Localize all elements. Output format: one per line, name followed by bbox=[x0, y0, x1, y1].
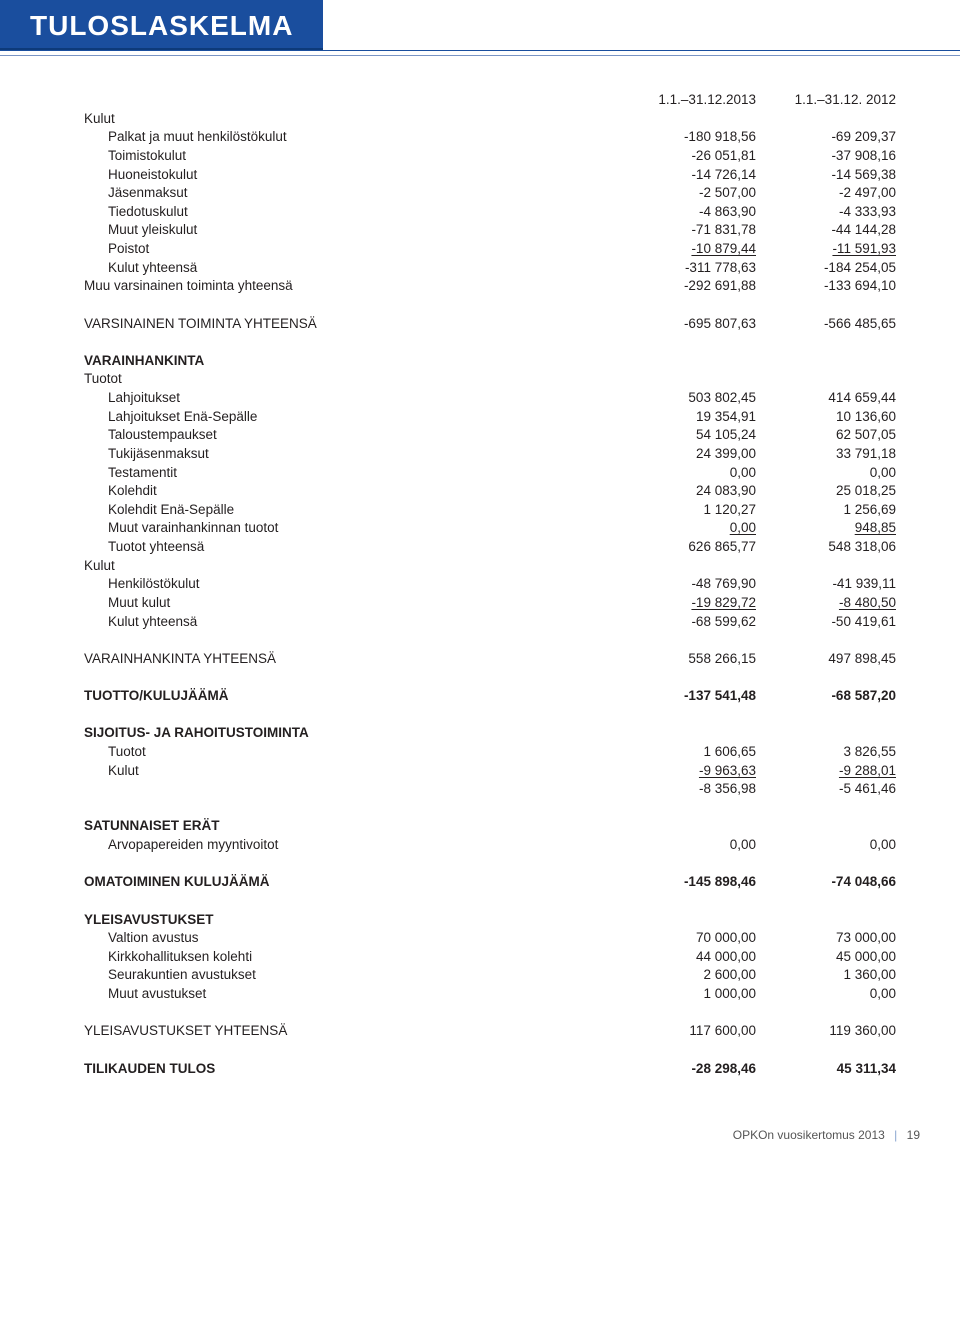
table-row: Tuotot bbox=[80, 370, 900, 389]
table-row: VARAINHANKINTA bbox=[80, 352, 900, 371]
table-row: Tiedotuskulut-4 863,90-4 333,93 bbox=[80, 203, 900, 222]
table-row: YLEISAVUSTUKSET bbox=[80, 911, 900, 930]
income-statement-table: 1.1.–31.12.2013 1.1.–31.12. 2012 Kulut P… bbox=[80, 91, 900, 1078]
table-row: Kulut bbox=[80, 110, 900, 129]
table-row: Lahjoitukset Enä-Sepälle19 354,9110 136,… bbox=[80, 408, 900, 427]
table-row: Tuotot yhteensä626 865,77548 318,06 bbox=[80, 538, 900, 557]
table-row: Muut varainhankinnan tuotot0,00948,85 bbox=[80, 519, 900, 538]
table-row: -8 356,98-5 461,46 bbox=[80, 780, 900, 799]
col-header-2: 1.1.–31.12. 2012 bbox=[760, 91, 900, 110]
page-title: TULOSLASKELMA bbox=[0, 0, 323, 50]
table-row: YLEISAVUSTUKSET YHTEENSÄ117 600,00119 36… bbox=[80, 1022, 900, 1041]
col-header-1: 1.1.–31.12.2013 bbox=[620, 91, 760, 110]
table-row: Jäsenmaksut-2 507,00-2 497,00 bbox=[80, 184, 900, 203]
table-row: Kulut yhteensä-68 599,62-50 419,61 bbox=[80, 613, 900, 632]
table-row: Palkat ja muut henkilöstökulut-180 918,5… bbox=[80, 128, 900, 147]
table-row: TUOTTO/KULUJÄÄMÄ-137 541,48-68 587,20 bbox=[80, 687, 900, 706]
table-row: Valtion avustus70 000,0073 000,00 bbox=[80, 929, 900, 948]
table-row: VARSINAINEN TOIMINTA YHTEENSÄ-695 807,63… bbox=[80, 315, 900, 334]
table-row: OMATOIMINEN KULUJÄÄMÄ-145 898,46-74 048,… bbox=[80, 873, 900, 892]
table-row: Kolehdit24 083,9025 018,25 bbox=[80, 482, 900, 501]
table-row: Kirkkohallituksen kolehti44 000,0045 000… bbox=[80, 948, 900, 967]
column-header-row: 1.1.–31.12.2013 1.1.–31.12. 2012 bbox=[80, 91, 900, 110]
table-row: Kulut-9 963,63-9 288,01 bbox=[80, 762, 900, 781]
table-row: SATUNNAISET ERÄT bbox=[80, 817, 900, 836]
table-row: Testamentit0,000,00 bbox=[80, 464, 900, 483]
table-row: Muu varsinainen toiminta yhteensä-292 69… bbox=[80, 277, 900, 296]
table-row: Lahjoitukset503 802,45414 659,44 bbox=[80, 389, 900, 408]
header-wrap: TULOSLASKELMA bbox=[0, 0, 960, 51]
table-row: SIJOITUS- JA RAHOITUSTOIMINTA bbox=[80, 724, 900, 743]
table-row: Henkilöstökulut-48 769,90-41 939,11 bbox=[80, 575, 900, 594]
table-row: Muut avustukset1 000,000,00 bbox=[80, 985, 900, 1004]
table-row: VARAINHANKINTA YHTEENSÄ558 266,15497 898… bbox=[80, 650, 900, 669]
footer-text: OPKOn vuosikertomus 2013 bbox=[733, 1128, 885, 1142]
table-row: TILIKAUDEN TULOS-28 298,4645 311,34 bbox=[80, 1060, 900, 1079]
footer-sep-icon: | bbox=[894, 1128, 897, 1142]
table-row: Tukijäsenmaksut24 399,0033 791,18 bbox=[80, 445, 900, 464]
table-row: Tuotot1 606,653 826,55 bbox=[80, 743, 900, 762]
table-row: Seurakuntien avustukset2 600,001 360,00 bbox=[80, 966, 900, 985]
footer-page-number: 19 bbox=[907, 1128, 920, 1142]
table-row: Muut yleiskulut-71 831,78-44 144,28 bbox=[80, 221, 900, 240]
header-underline bbox=[0, 55, 960, 56]
table-row: Kulut bbox=[80, 557, 900, 576]
content: 1.1.–31.12.2013 1.1.–31.12. 2012 Kulut P… bbox=[0, 91, 960, 1078]
table-row: Muut kulut-19 829,72-8 480,50 bbox=[80, 594, 900, 613]
table-row: Taloustempaukset54 105,2462 507,05 bbox=[80, 426, 900, 445]
table-row: Huoneistokulut-14 726,14-14 569,38 bbox=[80, 166, 900, 185]
page-footer: OPKOn vuosikertomus 2013 | 19 bbox=[0, 1078, 960, 1162]
table-row: Kolehdit Enä-Sepälle1 120,271 256,69 bbox=[80, 501, 900, 520]
table-row: Arvopapereiden myyntivoitot0,000,00 bbox=[80, 836, 900, 855]
table-row: Poistot-10 879,44-11 591,93 bbox=[80, 240, 900, 259]
table-row: Toimistokulut-26 051,81-37 908,16 bbox=[80, 147, 900, 166]
table-row: Kulut yhteensä-311 778,63-184 254,05 bbox=[80, 259, 900, 278]
